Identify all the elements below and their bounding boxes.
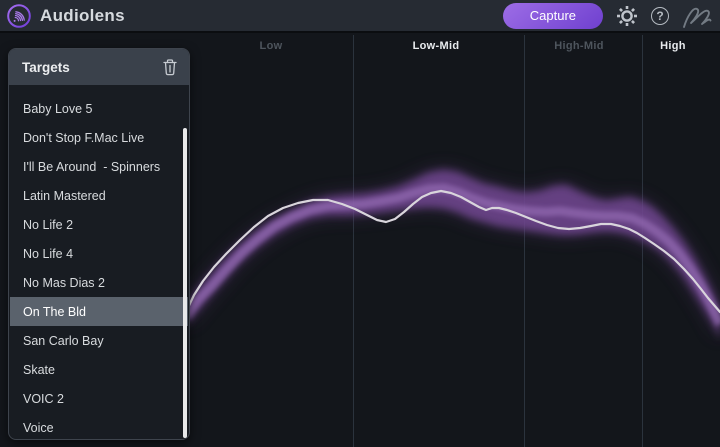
list-item[interactable]: No Life 4 (23, 246, 74, 261)
capture-button[interactable]: Capture (502, 2, 603, 29)
input-spectrum-curve (184, 189, 720, 314)
list-item[interactable]: Baby Love 5 (23, 101, 93, 116)
list-item[interactable]: Voice (23, 420, 54, 435)
targets-panel-title: Targets (22, 59, 70, 75)
targets-panel-header: Targets (9, 49, 189, 85)
targets-list: Baby Love 5 Don't Stop F.Mac Live I'll Be … (10, 85, 188, 438)
settings-button[interactable] (616, 5, 638, 27)
list-item[interactable]: No Mas Dias 2 (23, 275, 105, 290)
app-title: Audiolens (40, 5, 125, 25)
izotope-logo-icon (683, 7, 712, 28)
band-label-low-mid[interactable]: Low-Mid (412, 40, 460, 52)
list-item[interactable]: San Carlo Bay (23, 333, 104, 348)
list-item[interactable]: Don't Stop F.Mac Live (23, 130, 145, 145)
izotope-logo (682, 2, 712, 30)
band-label-low[interactable]: Low (259, 40, 283, 52)
frequency-band-labels: Low Low-Mid High-Mid High (0, 0, 720, 56)
top-bar: Audiolens Capture ? (0, 0, 720, 33)
audiolens-logo-icon (7, 3, 31, 28)
list-item[interactable]: On The Bld (10, 297, 188, 326)
list-item[interactable]: Latin Mastered (23, 188, 106, 203)
list-item[interactable]: Skate (23, 362, 55, 377)
delete-target-button[interactable] (162, 58, 178, 76)
target-spectrum-core (182, 183, 720, 326)
help-button[interactable]: ? (651, 6, 669, 25)
targets-panel: Targets Baby Love 5 Don't Stop F.Mac Live… (8, 48, 190, 440)
band-label-high-mid[interactable]: High-Mid (554, 40, 604, 52)
trash-icon (163, 59, 177, 76)
list-item[interactable]: No Life 2 (23, 217, 74, 232)
gear-icon (617, 5, 637, 26)
band-label-high[interactable]: High (660, 40, 686, 52)
list-item[interactable]: I'll Be Around - Spinners (23, 159, 161, 174)
target-spectrum-band (186, 170, 720, 340)
band-divider-lines (353, 35, 643, 447)
targets-scrollbar[interactable] (183, 128, 187, 438)
help-glyph: ? (656, 8, 664, 23)
help-icon: ? (651, 6, 669, 25)
list-item[interactable]: VOIC 2 (23, 391, 64, 406)
